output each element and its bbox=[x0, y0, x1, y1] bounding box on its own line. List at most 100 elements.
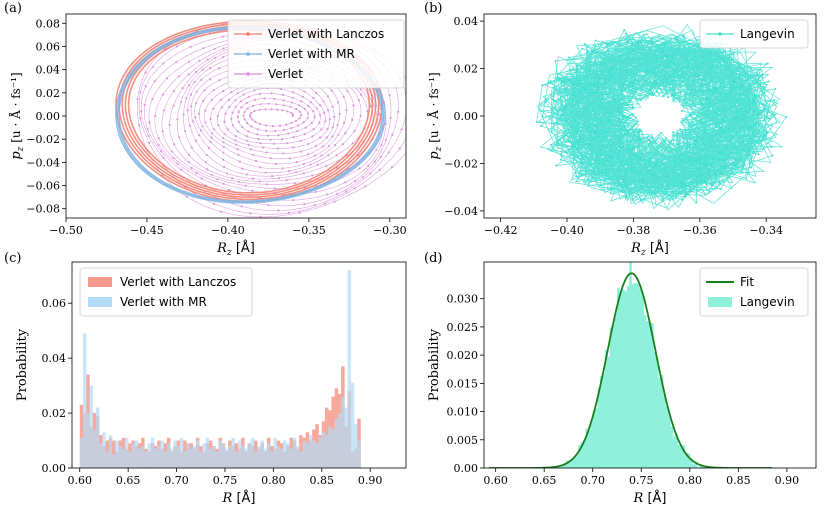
langevin-point bbox=[588, 84, 591, 87]
verlet-point bbox=[151, 98, 154, 101]
x-tick-label: −0.36 bbox=[683, 224, 717, 237]
langevin-point bbox=[651, 83, 654, 86]
langevin-point bbox=[698, 97, 701, 100]
verlet-point bbox=[288, 157, 291, 160]
verlet-point bbox=[282, 128, 285, 132]
langevin-point bbox=[738, 159, 741, 162]
langevin-point bbox=[591, 176, 594, 179]
langevin-point bbox=[633, 53, 635, 56]
langevin-point bbox=[660, 154, 663, 157]
verlet-point bbox=[176, 45, 179, 48]
langevin-point bbox=[649, 173, 652, 176]
histogram-bar bbox=[331, 429, 335, 468]
verlet-point bbox=[257, 137, 260, 141]
langevin-point bbox=[682, 47, 685, 50]
verlet-point bbox=[310, 121, 313, 124]
langevin-point bbox=[597, 159, 600, 162]
langevin-point bbox=[591, 92, 594, 95]
histogram-bar bbox=[305, 443, 310, 468]
y-tick-label: 0.04 bbox=[36, 64, 61, 77]
verlet-point bbox=[165, 77, 169, 80]
langevin-point bbox=[711, 64, 714, 67]
langevin-point bbox=[600, 129, 603, 132]
verlet-point bbox=[313, 116, 316, 119]
langevin-point bbox=[661, 68, 664, 71]
langevin-point bbox=[718, 109, 721, 112]
langevin-point bbox=[698, 163, 701, 166]
histogram-bar bbox=[137, 448, 142, 468]
langevin-point bbox=[602, 186, 605, 189]
verlet-point bbox=[245, 101, 248, 105]
langevin-point bbox=[571, 98, 574, 101]
histogram-bar bbox=[302, 440, 306, 468]
y-tick-label: 0.06 bbox=[42, 297, 67, 310]
histogram-bar bbox=[612, 324, 615, 468]
langevin-point bbox=[675, 143, 678, 145]
langevin-point bbox=[701, 108, 704, 111]
langevin-point bbox=[748, 108, 751, 110]
x-tick-label: 0.80 bbox=[261, 474, 286, 487]
langevin-point bbox=[667, 65, 670, 68]
langevin-point bbox=[771, 154, 774, 157]
langevin-point bbox=[640, 99, 643, 102]
legend-marker bbox=[246, 32, 250, 36]
verlet-point bbox=[271, 175, 274, 178]
verlet-point bbox=[187, 60, 190, 63]
langevin-point bbox=[766, 132, 769, 134]
langevin-point bbox=[696, 65, 699, 68]
langevin-point bbox=[600, 172, 603, 174]
langevin-point bbox=[723, 130, 726, 133]
verlet-point bbox=[222, 158, 225, 161]
histogram-bar bbox=[276, 446, 281, 468]
langevin-point bbox=[648, 156, 651, 159]
langevin-point bbox=[579, 91, 582, 94]
langevin-point bbox=[752, 111, 755, 114]
langevin-point bbox=[580, 165, 583, 168]
langevin-point bbox=[609, 110, 612, 113]
langevin-point bbox=[714, 88, 717, 91]
y-tick-label: 0.02 bbox=[42, 407, 67, 420]
histogram-bar bbox=[215, 451, 219, 468]
langevin-point bbox=[755, 81, 758, 84]
langevin-point bbox=[691, 157, 694, 160]
langevin-point bbox=[719, 135, 722, 137]
langevin-point bbox=[604, 93, 607, 96]
langevin-point bbox=[609, 91, 612, 94]
verlet-point bbox=[306, 112, 310, 115]
langevin-point bbox=[591, 143, 593, 146]
verlet-point bbox=[200, 177, 203, 180]
langevin-point bbox=[655, 57, 658, 60]
langevin-point bbox=[640, 41, 643, 44]
verlet-point bbox=[198, 112, 201, 115]
langevin-point bbox=[716, 151, 719, 154]
verlet-point bbox=[206, 168, 209, 171]
langevin-point bbox=[638, 137, 641, 140]
langevin-point bbox=[589, 180, 592, 183]
langevin-point bbox=[681, 119, 684, 122]
langevin-point bbox=[629, 169, 632, 171]
histogram-bar bbox=[202, 443, 206, 468]
langevin-point bbox=[672, 99, 675, 101]
verlet-point bbox=[315, 91, 318, 94]
y-tick-label: −0.04 bbox=[26, 156, 60, 169]
verlet-point bbox=[273, 97, 276, 100]
histogram-bar bbox=[257, 446, 261, 468]
langevin-point bbox=[640, 138, 643, 141]
langevin-point bbox=[710, 182, 713, 185]
verlet-point bbox=[327, 144, 330, 148]
langevin-point bbox=[623, 133, 626, 136]
histogram-bar bbox=[250, 437, 255, 468]
langevin-point bbox=[646, 166, 649, 169]
verlet-point bbox=[281, 93, 284, 96]
verlet-point bbox=[367, 164, 370, 167]
langevin-point bbox=[673, 63, 676, 66]
langevin-point bbox=[700, 123, 703, 125]
verlet-point bbox=[299, 139, 302, 142]
langevin-point bbox=[685, 66, 688, 69]
y-axis-label-unit: [u · Å · fs⁻¹] bbox=[8, 72, 23, 146]
langevin-point bbox=[737, 93, 740, 96]
verlet-point bbox=[236, 115, 239, 118]
langevin-point bbox=[688, 62, 691, 65]
langevin-point bbox=[715, 61, 718, 64]
langevin-point bbox=[556, 76, 559, 79]
